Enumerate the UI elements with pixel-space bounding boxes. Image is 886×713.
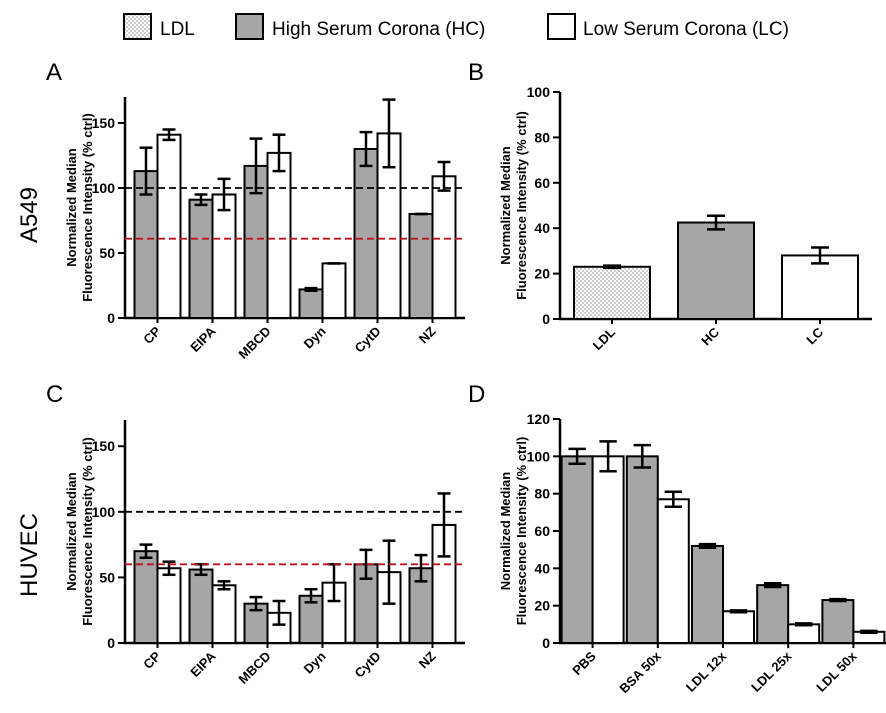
panel-d-chart: 0 20 40 60 80 100 120 Normalized Median Fluoresc… (498, 411, 886, 696)
panel-d-bar-hc-3 (756, 584, 790, 645)
panel-a-bar-hc-1 (188, 198, 214, 319)
panel-letter-c: C (46, 381, 63, 408)
panel-c-bar-lc-0 (156, 567, 182, 645)
panel-b-bar-ldl (573, 265, 651, 321)
panel-d-ytick-label: 0 (542, 635, 550, 651)
legend-swatch-ldl (123, 13, 152, 40)
panel-a-bar-hc-4 (353, 148, 379, 319)
panel-d-ylabel-line: Normalized Median (498, 472, 513, 591)
panel-a-chart: 0 50 100 150 Normalized Median Fluorescence I… (64, 97, 465, 362)
panel-c-ytick-label: 0 (107, 635, 115, 651)
panel-d-category-label: LDL 12x (683, 648, 730, 695)
panel-d-bar-hc-2 (691, 544, 724, 645)
panel-c-bar-hc-1 (188, 568, 214, 645)
panel-b-category-label: LC (803, 324, 826, 347)
panel-c-category-label: Dyn (301, 648, 329, 676)
panel-a-ylabel-line: Fluorescence Intensity (% ctrl) (80, 113, 95, 302)
panel-c-bar-lc-1 (211, 584, 237, 644)
legend-swatch-hc (235, 13, 264, 40)
panel-b-ylabel-line: Normalized Median (498, 146, 513, 265)
panel-a-category-label: NZ (416, 323, 439, 346)
panel-c-category-label: MBCD (235, 649, 273, 687)
panel-a-ytick-label: 100 (92, 180, 116, 196)
panel-d-ytick-label: 80 (534, 486, 550, 502)
panel-c-ytick-label: 150 (92, 438, 116, 454)
panel-b-bar-lc (781, 254, 859, 321)
panel-a-ytick-label: 50 (99, 245, 115, 261)
panel-letter-b: B (468, 59, 484, 86)
panel-a-bar-hc-5 (408, 213, 434, 319)
panel-c-category-label: EIPA (187, 648, 219, 680)
panel-b-bar-hc (677, 221, 755, 320)
row-label-huvec: HUVEC (16, 513, 43, 597)
panel-d-bar-hc-0 (560, 455, 594, 645)
panel-d-bar-hc-4 (821, 599, 855, 644)
panel-d-category-label: LDL 25x (748, 648, 795, 695)
panel-d-ytick-label: 40 (534, 560, 550, 576)
panel-b-ytick-label: 0 (542, 311, 550, 327)
panel-c-chart: 0 50 100 150 Normalized Median Fluorescence I… (64, 420, 465, 687)
panel-d-ytick-label: 120 (527, 411, 551, 427)
panel-b-ytick-label: 60 (534, 175, 550, 191)
row-label-a549: A549 (16, 187, 43, 243)
panel-a-category-label: Dyn (301, 323, 329, 351)
panel-a-bar-lc-3 (321, 262, 347, 319)
panel-letter-a: A (46, 59, 62, 86)
panel-a-bar-lc-1 (211, 193, 237, 319)
panel-c-category-label: CytD (352, 649, 384, 681)
panel-a-category-label: CP (140, 323, 164, 347)
panel-d-bar-lc-1 (656, 498, 690, 644)
panel-c-ytick-label: 50 (99, 569, 115, 585)
panel-d-category-label: PBS (569, 648, 599, 678)
legend-swatch-lc (547, 13, 576, 40)
panel-a-ylabel-line: Normalized Median (64, 148, 79, 267)
panel-a-bar-lc-0 (156, 133, 182, 319)
panel-d-bar-lc-2 (722, 610, 755, 644)
panel-a-category-label: MBCD (235, 324, 273, 362)
panel-a-bar-lc-2 (266, 151, 292, 319)
panel-b-category-label: LDL (590, 324, 619, 353)
legend-label-lc: Low Serum Corona (LC) (583, 19, 789, 40)
panel-d-bar-lc-0 (591, 455, 625, 645)
panel-c-ylabel-line: Normalized Median (64, 472, 79, 591)
panel-c-ytick-label: 100 (92, 504, 116, 520)
panel-d-category-label: LDL 50x (813, 648, 860, 695)
panel-b-category-label: HC (698, 324, 722, 348)
panel-d-ytick-label: 100 (527, 448, 551, 464)
panel-b-ytick-label: 100 (527, 84, 551, 100)
panel-b-ytick-label: 80 (534, 129, 550, 145)
legend-label-hc: High Serum Corona (HC) (272, 19, 485, 40)
panel-d-bar-lc-3 (787, 623, 821, 644)
panel-a-category-label: CytD (352, 324, 384, 356)
legend-label-ldl: LDL (160, 19, 195, 40)
panel-d-ytick-label: 20 (534, 598, 550, 614)
legend: LDL High Serum Corona (HC) Low Serum Cor… (123, 13, 789, 40)
panel-d-ytick-label: 60 (534, 523, 550, 539)
panel-d-bar-hc-1 (625, 455, 659, 645)
panel-a-ytick-label: 150 (92, 115, 116, 131)
panel-a-category-label: EIPA (187, 323, 219, 355)
panel-c-category-label: NZ (416, 648, 439, 671)
panel-a-bar-hc-3 (298, 288, 324, 319)
panel-b-ytick-label: 40 (534, 220, 550, 236)
panel-b-ylabel-line: Fluorescence Intensity (% ctrl) (514, 111, 529, 300)
panel-c-ylabel-line: Fluorescence Intensity (% ctrl) (80, 437, 95, 626)
panel-c-category-label: CP (140, 648, 164, 672)
panel-d-category-label: BSA 50x (616, 648, 664, 696)
panel-b-ytick-label: 20 (534, 266, 550, 282)
panel-letter-d: D (468, 381, 485, 408)
panel-a-ytick-label: 0 (107, 310, 115, 326)
panel-d-ylabel-line: Fluorescence Intensity (% ctrl) (514, 437, 529, 626)
panel-b-chart: 0 20 40 60 80 100 Normalized Median Fluorescenc… (498, 84, 872, 353)
panel-a-bar-lc-5 (431, 175, 457, 319)
